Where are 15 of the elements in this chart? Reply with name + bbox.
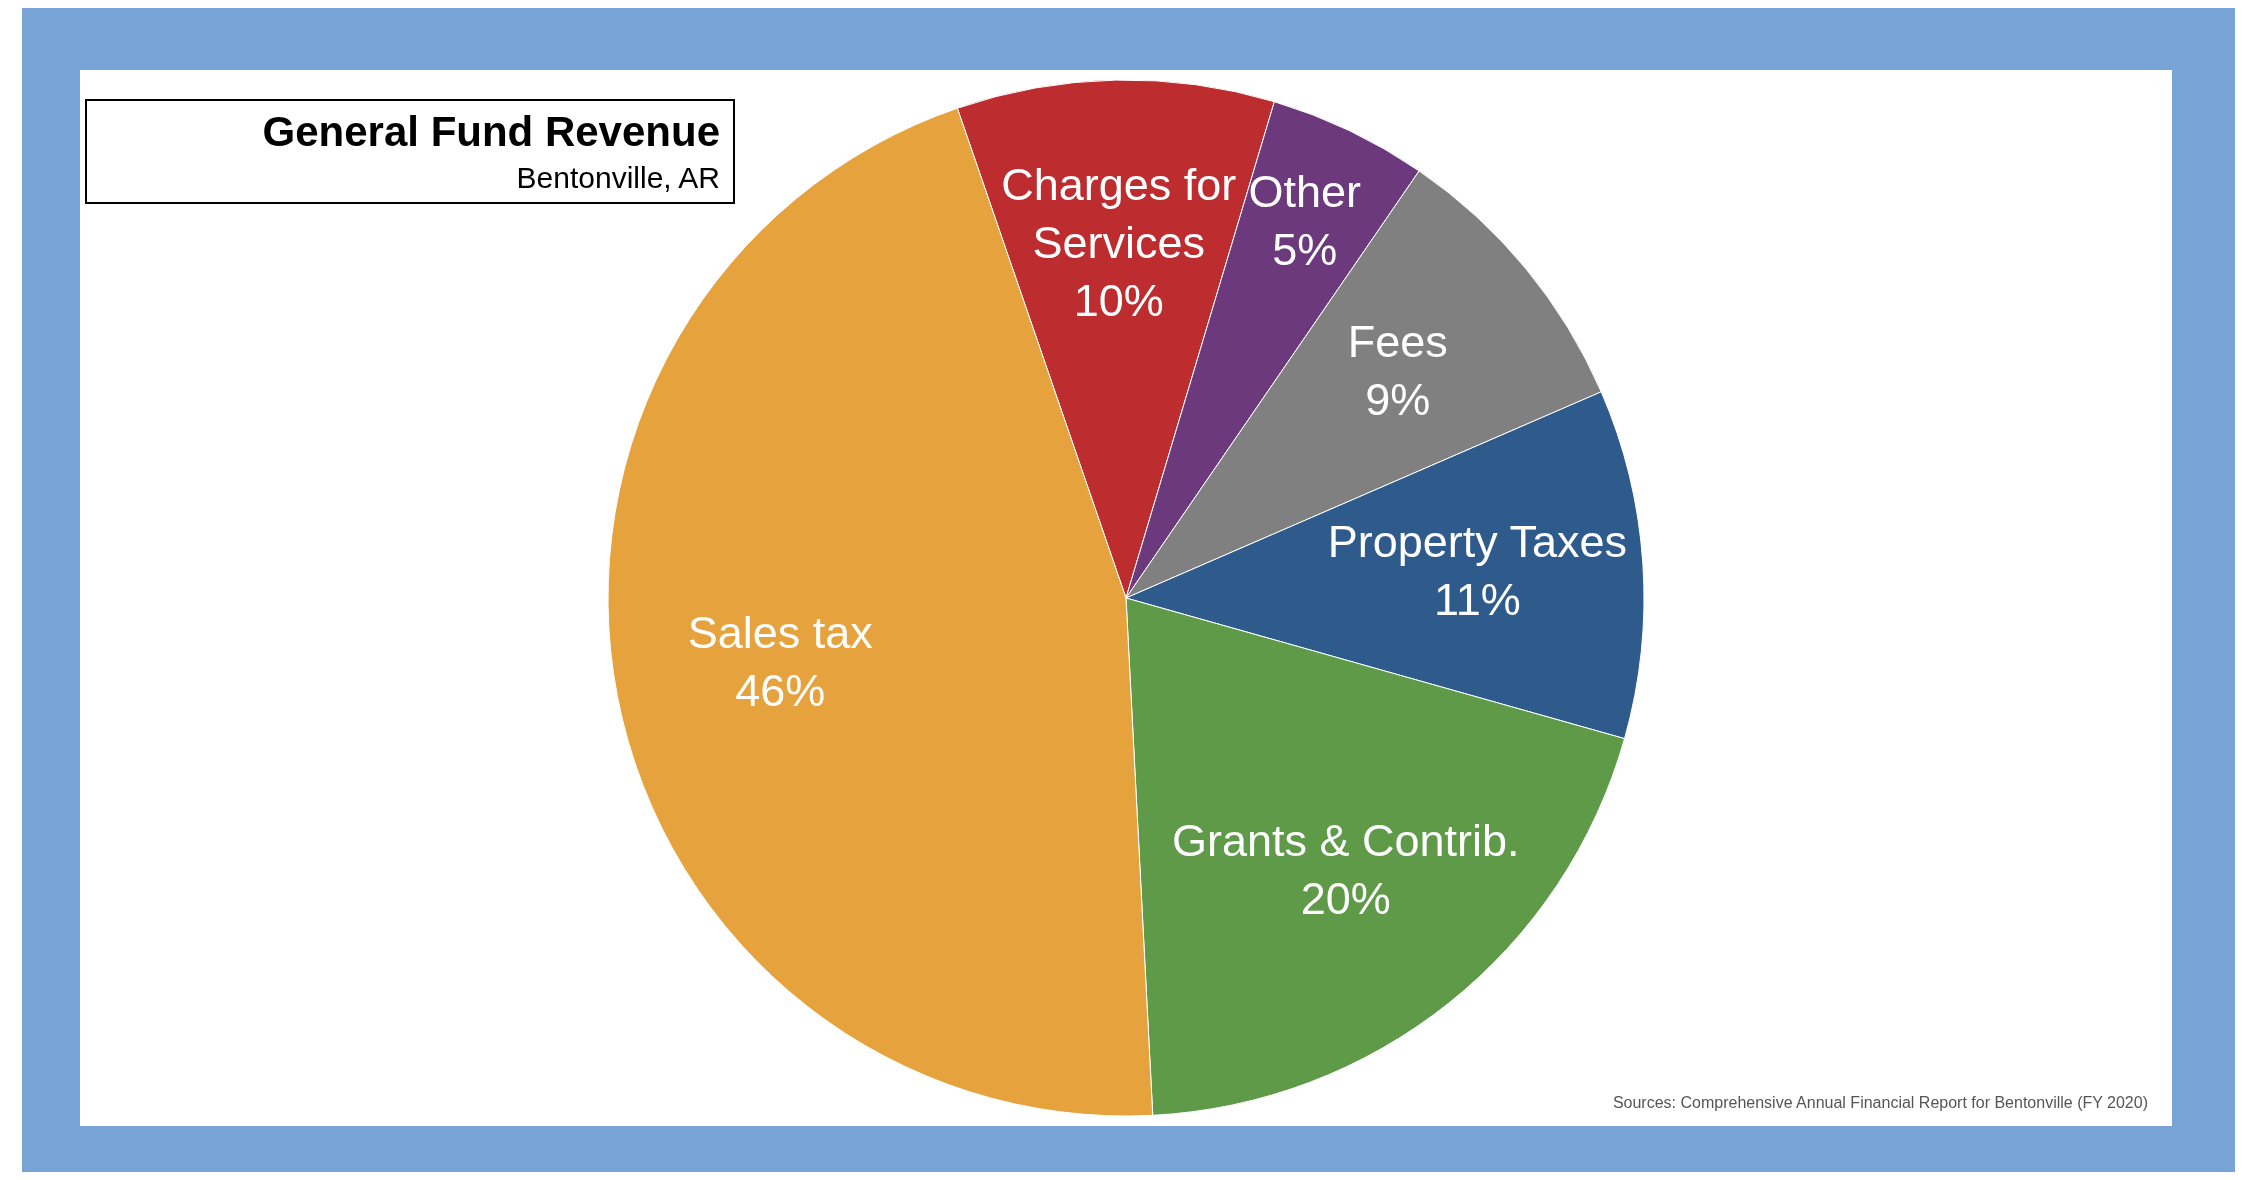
source-note: Sources: Comprehensive Annual Financial Report for Bentonville (FY 2020) — [1612, 1094, 2148, 1111]
data-label: 46% — [735, 664, 826, 716]
slice-label: Fees — [1347, 315, 1448, 367]
data-label: 20% — [1300, 873, 1391, 925]
slice-label: Other — [1248, 166, 1362, 218]
data-label: 5% — [1272, 224, 1338, 276]
slice-label: Sales tax — [687, 606, 874, 658]
data-label: 10% — [1073, 274, 1164, 326]
text: General Fund Revenue — [262, 108, 720, 155]
text: Bentonville, AR — [516, 161, 720, 194]
data-label: 9% — [1365, 373, 1431, 425]
slice-label: Property Taxes — [1327, 516, 1628, 568]
slice-label: Grants & Contrib. — [1171, 815, 1520, 867]
data-label: 11% — [1434, 574, 1521, 626]
slice-label: Charges for Services — [1001, 158, 1237, 268]
